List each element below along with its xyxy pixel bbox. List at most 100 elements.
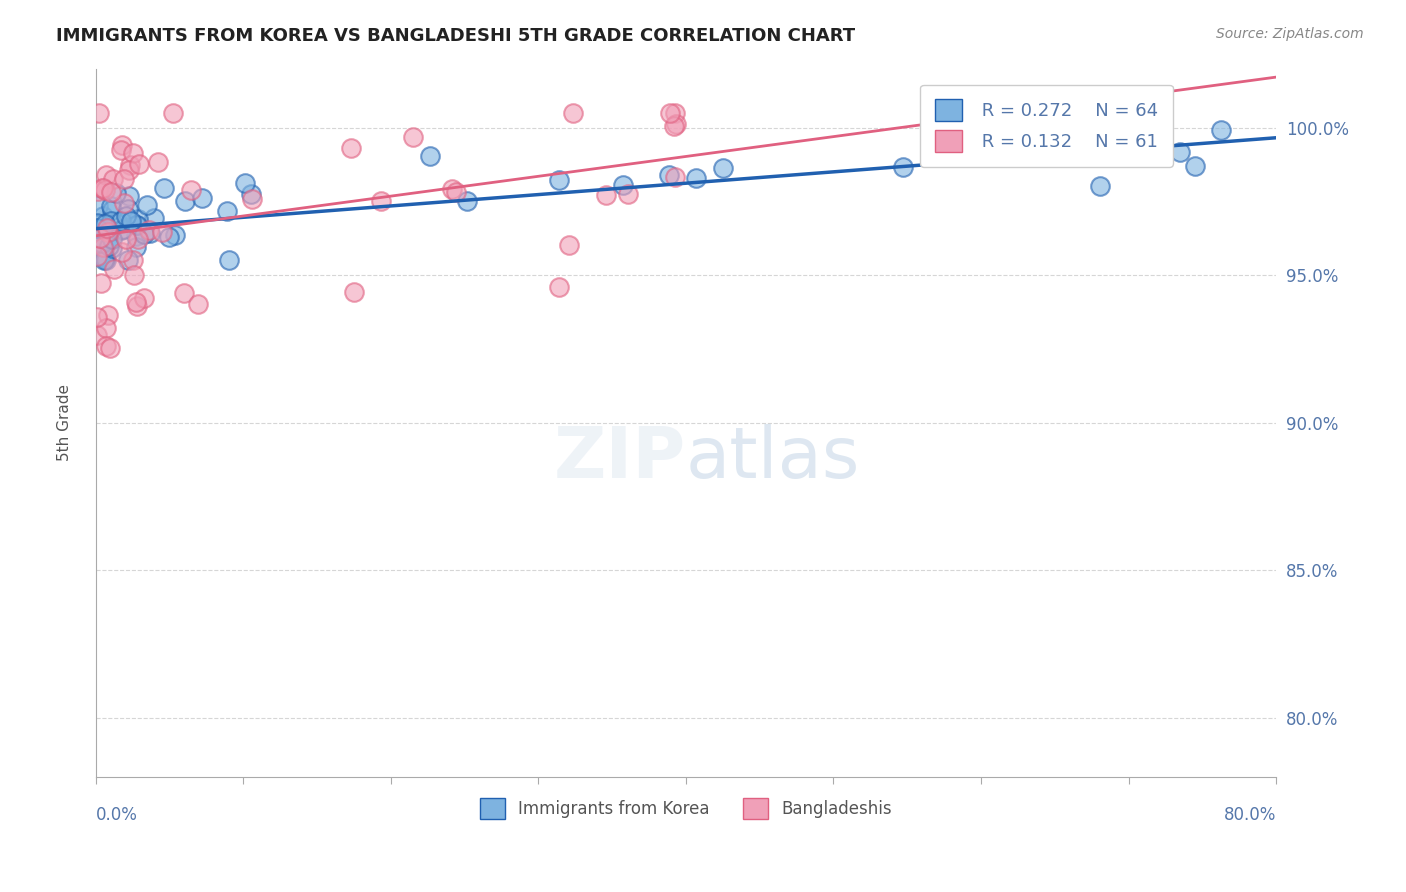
Point: [114, 232, 136, 246]
Legend: Immigrants from Korea, Bangladeshis: Immigrants from Korea, Bangladeshis: [474, 791, 898, 825]
Text: atlas: atlas: [686, 424, 860, 492]
Point: [132, 227, 155, 242]
Point: [128, 157, 150, 171]
Point: [150, 225, 173, 239]
Point: [127, 231, 149, 245]
Point: [86, 221, 108, 235]
Point: [112, 196, 135, 211]
Point: [112, 171, 135, 186]
Point: [148, 154, 170, 169]
Point: [103, 262, 125, 277]
Point: [1146, 138, 1168, 153]
Point: [135, 197, 157, 211]
Point: [100, 185, 122, 199]
Point: [94, 183, 117, 197]
Point: [616, 187, 638, 202]
Point: [558, 238, 581, 252]
Point: [94, 339, 117, 353]
Point: [124, 218, 146, 232]
Point: [111, 245, 134, 260]
Point: [143, 211, 166, 225]
Point: [110, 138, 132, 153]
Point: [547, 173, 569, 187]
Point: [89, 105, 111, 120]
Point: [91, 209, 114, 223]
Point: [173, 285, 195, 300]
Point: [239, 186, 262, 201]
Point: [132, 291, 155, 305]
Point: [218, 253, 240, 268]
Point: [100, 199, 122, 213]
Point: [120, 158, 142, 172]
Point: [91, 238, 114, 252]
Point: [91, 180, 114, 194]
Point: [217, 203, 239, 218]
Point: [110, 223, 132, 237]
Point: [713, 161, 735, 176]
Point: [664, 170, 686, 185]
Point: [118, 189, 141, 203]
Point: [595, 188, 617, 202]
Point: [127, 218, 149, 232]
Point: [90, 276, 112, 290]
Point: [104, 186, 127, 200]
Point: [120, 213, 142, 227]
Point: [124, 294, 146, 309]
Point: [101, 172, 124, 186]
Point: [98, 239, 121, 253]
Point: [180, 183, 202, 197]
Point: [121, 252, 143, 267]
Point: [105, 214, 128, 228]
Point: [101, 203, 124, 218]
Point: [665, 117, 688, 131]
Point: [93, 249, 115, 263]
Point: [91, 239, 114, 253]
Point: [86, 249, 108, 263]
Point: [97, 308, 120, 322]
Point: [125, 229, 148, 244]
Point: [153, 181, 176, 195]
Point: [685, 170, 707, 185]
Point: [93, 240, 115, 254]
Point: [659, 105, 682, 120]
Point: [1088, 179, 1111, 194]
Point: [127, 211, 149, 226]
Point: [125, 240, 148, 254]
Point: [94, 253, 117, 268]
Point: [94, 168, 117, 182]
Point: [86, 328, 108, 343]
Point: [343, 285, 366, 299]
Point: [94, 217, 117, 231]
Point: [89, 235, 111, 250]
Point: [86, 310, 108, 324]
Point: [90, 181, 112, 195]
Point: [664, 105, 686, 120]
Text: IMMIGRANTS FROM KOREA VS BANGLADESHI 5TH GRADE CORRELATION CHART: IMMIGRANTS FROM KOREA VS BANGLADESHI 5TH…: [56, 27, 855, 45]
Point: [94, 321, 117, 335]
Point: [157, 229, 180, 244]
Point: [240, 193, 263, 207]
Text: ZIP: ZIP: [554, 424, 686, 492]
Point: [110, 143, 132, 157]
Point: [612, 178, 634, 193]
Point: [87, 231, 110, 245]
Y-axis label: 5th Grade: 5th Grade: [58, 384, 72, 461]
Point: [891, 160, 914, 174]
Point: [664, 119, 686, 133]
Point: [162, 105, 184, 120]
Point: [87, 199, 110, 213]
Point: [97, 225, 120, 239]
Point: [561, 105, 583, 120]
Point: [444, 186, 467, 200]
Point: [86, 216, 108, 230]
Point: [173, 194, 195, 208]
Point: [94, 252, 117, 266]
Point: [100, 214, 122, 228]
Point: [547, 279, 569, 293]
Point: [125, 299, 148, 313]
Point: [101, 242, 124, 256]
Point: [89, 231, 111, 245]
Point: [98, 341, 121, 355]
Point: [117, 202, 139, 216]
Point: [90, 235, 112, 250]
